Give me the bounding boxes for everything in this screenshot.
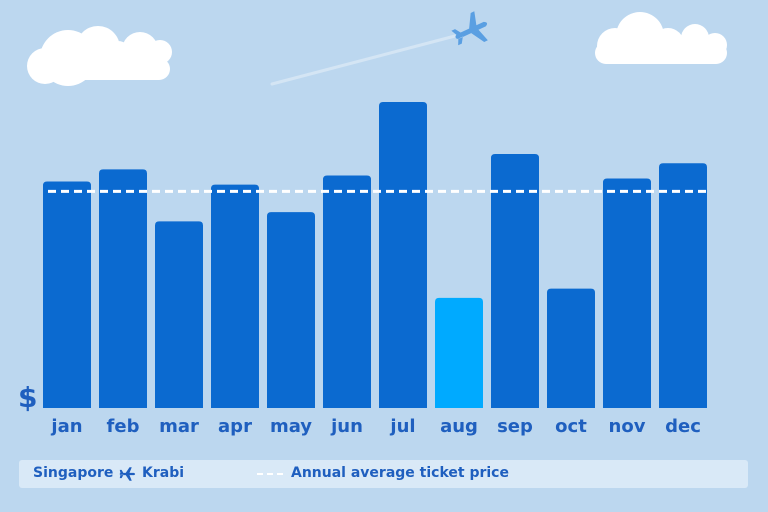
x-tick-label-oct: oct [555,416,587,437]
x-tick-label-may: may [270,416,312,437]
x-tick-label-apr: apr [218,416,252,437]
bar-sep [491,154,539,408]
x-tick-label-nov: nov [609,416,646,437]
x-tick-label-aug: aug [440,416,478,437]
legend: Singapore Krabi Annual average ticket pr… [19,460,748,488]
airplane-icon [451,11,488,46]
cloud-icon [27,26,172,86]
plane-icon [119,467,136,481]
bar-jan [43,181,91,408]
bar-mar [155,221,203,408]
bar-feb [99,169,147,408]
route-destination: Krabi [142,465,185,481]
y-axis-label: $ [18,381,37,414]
average-legend-label: Annual average ticket price [291,465,509,481]
bar-jul [379,102,427,408]
x-tick-label-dec: dec [665,416,701,437]
bar-oct [547,288,595,408]
bar-nov [603,178,651,408]
x-tick-label-sep: sep [497,416,533,437]
bar-jun [323,175,371,408]
x-tick-label-feb: feb [107,416,140,437]
x-tick-label-jun: jun [330,416,363,437]
route-origin: Singapore [33,465,114,481]
x-tick-label-jul: jul [389,416,415,437]
bar-aug [435,297,483,408]
cloud-icon [595,12,727,64]
bar-dec [659,163,707,408]
x-tick-label-jan: jan [50,416,82,437]
contrail [270,34,457,86]
dashed-line-icon [257,473,287,475]
bar-apr [211,184,259,408]
x-tick-label-mar: mar [159,416,199,437]
bar-may [267,212,315,408]
